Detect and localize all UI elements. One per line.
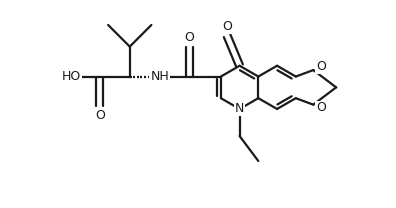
Text: O: O (316, 102, 326, 114)
Text: HO: HO (62, 70, 81, 83)
Text: O: O (316, 60, 326, 73)
Text: N: N (235, 103, 244, 115)
Text: NH: NH (150, 70, 169, 83)
Text: O: O (222, 20, 232, 33)
Text: O: O (185, 31, 194, 44)
Text: O: O (95, 109, 105, 122)
